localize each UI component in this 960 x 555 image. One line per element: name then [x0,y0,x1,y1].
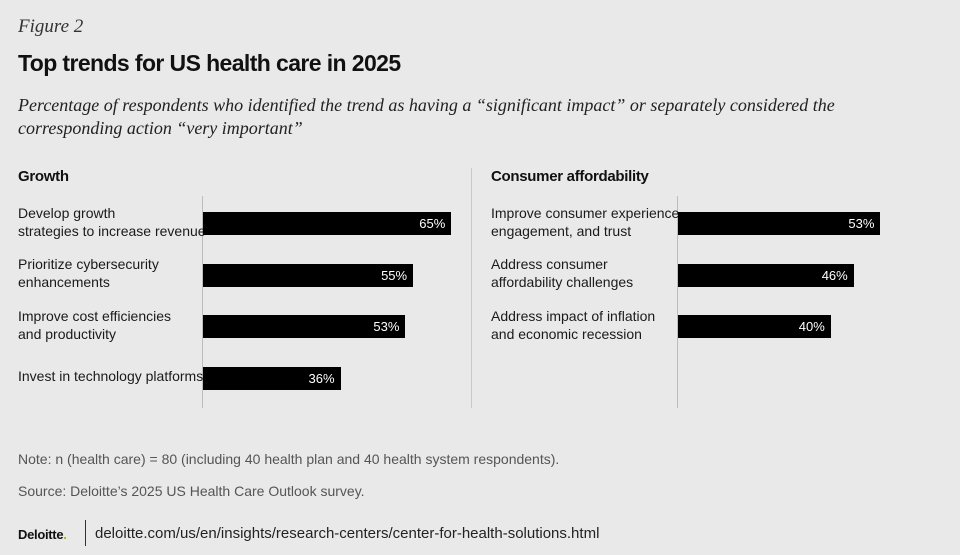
chart-note: Note: n (health care) = 80 (including 40… [18,451,560,467]
footer-separator [85,520,86,546]
consumer-affordability-category-label: Improve consumer experience, engagement,… [491,204,684,239]
footer-url: deloitte.com/us/en/insights/research-cen… [95,525,600,542]
growth-value-label: 36% [308,370,335,386]
growth-panel-heading: Growth [18,168,69,185]
chart-subtitle: Percentage of respondents who identified… [18,95,835,138]
growth-category-label: Improve cost efficiencies and productivi… [18,307,172,342]
deloitte-logo: Deloitte. [18,527,67,542]
consumer-affordability-bar [678,315,831,338]
chart-title: Top trends for US health care in 2025 [18,50,401,76]
growth-value-label: 53% [373,319,400,334]
brand-dot: . [63,527,67,542]
growth-bar [203,263,414,287]
growth-category-label: Prioritize cybersecurity enhancements [18,256,159,290]
consumer-affordability-bar [678,212,881,235]
figure-label: Figure 2 [18,16,84,37]
panel-divider [471,168,472,408]
consumer-affordability-category-label: Address impact of inflation and economic… [491,307,656,342]
growth-category-label: Invest in technology platforms [18,368,204,384]
consumer-affordability-value-label: 40% [798,319,825,334]
consumer-affordability-value-label: 53% [848,216,875,231]
growth-bar [203,315,406,338]
consumer-affordability-panel-heading: Consumer affordability [491,168,649,185]
chart-source: Source: Deloitte’s 2025 US Health Care O… [18,483,365,499]
consumer-affordability-category-label: Address consumer affordability challenge… [491,256,634,290]
growth-category-label: Develop growth strategies to increase re… [18,204,206,239]
brand-name: Deloitte [18,527,64,542]
growth-bar [203,212,452,235]
consumer-affordability-axis-line [677,196,678,408]
consumer-affordability-value-label: 46% [821,267,848,283]
growth-bar [203,366,341,390]
growth-value-label: 55% [381,267,408,283]
growth-axis-line [202,196,203,408]
consumer-affordability-bar [678,263,854,287]
growth-value-label: 65% [419,216,446,231]
